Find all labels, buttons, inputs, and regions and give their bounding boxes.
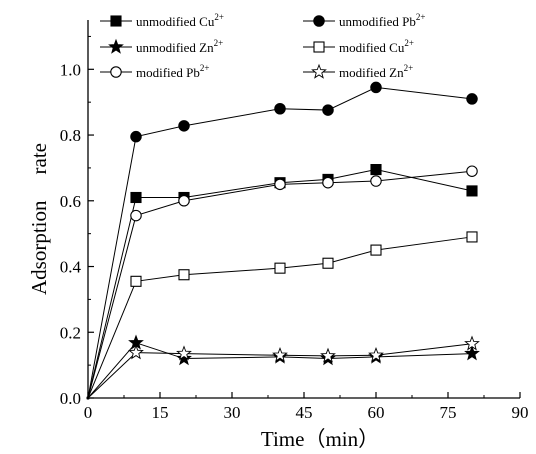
legend-label-superscript: 2+ <box>200 63 210 73</box>
legend-item: modified Pb2+ <box>100 63 210 80</box>
series-modified-cu <box>86 231 478 400</box>
legend-label: modified Zn2+ <box>339 63 413 80</box>
data-point <box>466 231 478 243</box>
legend-label-text: modified Zn <box>339 65 404 80</box>
legend-label-superscript: 2+ <box>214 12 224 22</box>
y-axis-title-word: rate <box>27 143 51 174</box>
x-tick-label: 30 <box>224 403 241 422</box>
data-point <box>320 347 336 363</box>
data-point <box>466 93 478 105</box>
data-point <box>128 344 144 360</box>
data-point <box>370 81 382 94</box>
data-point <box>464 335 480 351</box>
y-axis-title-word: Adsorption <box>27 200 51 295</box>
legend-item: modified Zn2+ <box>303 63 413 80</box>
legend-label-superscript: 2+ <box>404 38 414 48</box>
legend-item: unmodified Zn2+ <box>100 38 223 55</box>
x-tick-label: 45 <box>296 403 313 422</box>
legend-marker <box>110 66 122 78</box>
data-point <box>274 102 286 115</box>
data-point <box>370 244 382 256</box>
series-unmodified-cu <box>86 164 478 400</box>
legend-label: modified Pb2+ <box>136 63 210 80</box>
x-tick-label: 15 <box>152 403 169 422</box>
data-point <box>370 175 382 187</box>
x-tick-label: 60 <box>368 403 385 422</box>
legend-label-text: unmodified Cu <box>136 14 215 29</box>
y-tick-label: 0.2 <box>60 323 81 342</box>
data-point <box>130 191 142 204</box>
series-modified-pb <box>86 165 478 400</box>
data-point <box>322 104 334 116</box>
y-tick-label: 0.8 <box>60 126 81 145</box>
legend-label-superscript: 2+ <box>214 38 224 48</box>
legend-label-text: modified Pb <box>136 65 200 80</box>
data-point <box>370 164 382 176</box>
x-tick-label: 75 <box>440 403 457 422</box>
legend-label-superscript: 2+ <box>404 63 414 73</box>
y-axis-title: Adsorption rate <box>27 143 51 295</box>
legend-marker <box>108 38 124 54</box>
series-unmodified-zn <box>86 334 480 400</box>
legend-marker <box>313 15 325 27</box>
data-point <box>130 209 142 222</box>
series-unmodified-pb <box>86 81 478 400</box>
data-point <box>130 130 142 143</box>
data-point <box>274 178 286 191</box>
series-line <box>87 170 473 399</box>
y-tick-label: 0.6 <box>60 192 81 211</box>
data-point <box>178 195 190 207</box>
legend-label-text: unmodified Zn <box>136 40 214 55</box>
data-point <box>178 120 190 132</box>
y-tick-label: 0.0 <box>60 389 81 408</box>
legend-label: unmodified Cu2+ <box>136 12 224 29</box>
data-point <box>466 165 478 177</box>
axes: 0 15 30 45 60 75 90 0.0 0.2 0.4 0.6 0.8 1.0 Time（min）… <box>27 20 529 451</box>
series-layer <box>86 81 480 400</box>
legend-label-superscript: 2+ <box>416 12 426 22</box>
data-point <box>176 345 192 361</box>
series-modified-zn <box>86 335 480 400</box>
data-point <box>322 257 334 269</box>
legend-item: unmodified Cu2+ <box>100 12 224 29</box>
legend-label-text: unmodified Pb <box>339 14 416 29</box>
y-tick-label: 0.4 <box>60 258 82 277</box>
x-axis-title: Time（min） <box>261 427 379 451</box>
series-line <box>87 169 473 399</box>
legend-marker <box>311 63 327 79</box>
data-point <box>178 269 190 281</box>
data-point <box>130 275 142 287</box>
legend-item: unmodified Pb2+ <box>303 12 426 29</box>
data-point <box>464 345 480 361</box>
data-point <box>368 346 384 362</box>
legend-marker <box>313 41 325 53</box>
x-tick-label: 0 <box>84 403 93 422</box>
data-point <box>466 185 478 197</box>
data-point <box>272 346 288 362</box>
legend-marker <box>110 15 122 27</box>
y-tick-label: 1.0 <box>60 60 81 79</box>
legend: unmodified Cu2+ unmodified Pb2+unmodified… <box>100 12 426 80</box>
legend-label-text: modified Cu <box>339 40 405 55</box>
legend-label: unmodified Pb2+ <box>339 12 426 29</box>
legend-item: modified Cu2+ <box>303 38 414 55</box>
series-line <box>87 236 473 399</box>
data-point <box>176 350 192 366</box>
legend-label: unmodified Zn2+ <box>136 38 223 55</box>
data-point <box>274 262 286 274</box>
data-point <box>322 176 334 189</box>
x-tick-label: 90 <box>512 403 529 422</box>
legend-label: modified Cu2+ <box>339 38 414 55</box>
data-point <box>86 396 90 400</box>
